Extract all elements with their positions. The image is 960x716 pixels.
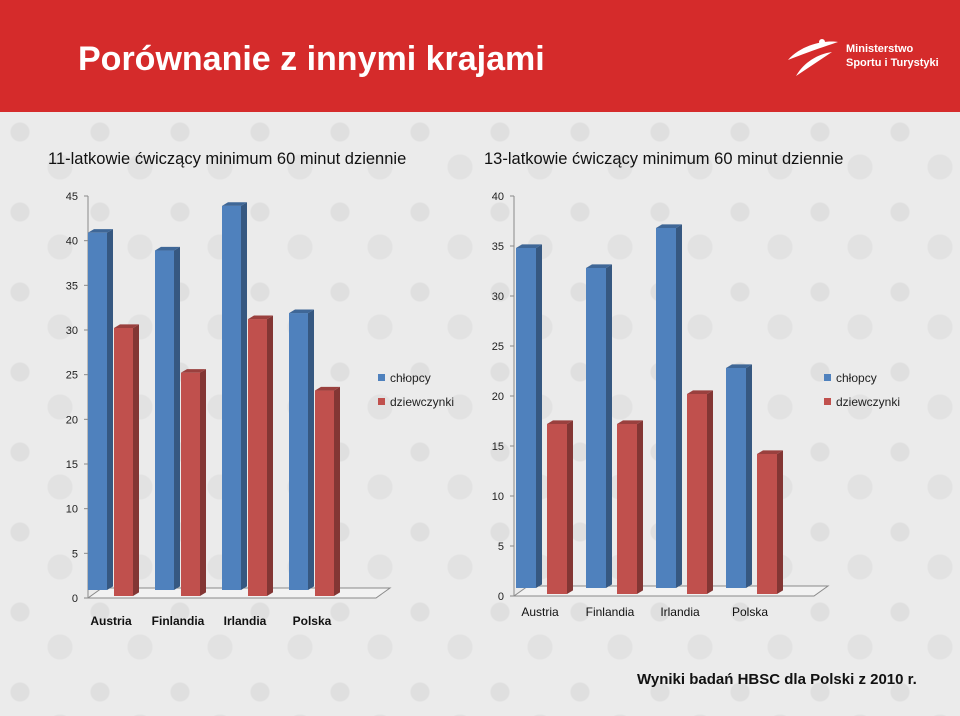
bar-boys-irlandia	[222, 202, 247, 590]
y-tick-label: 5	[498, 541, 504, 553]
legend-swatch-girls	[824, 398, 831, 405]
y-tick-label: 35	[66, 280, 78, 292]
bar-boys-austria	[516, 244, 542, 588]
chart-title-13: 13-latkowie ćwiczący minimum 60 minut dz…	[484, 150, 844, 168]
x-category-label: Austria	[521, 605, 559, 619]
bar-boys-irlandia	[656, 224, 682, 588]
y-tick-label: 5	[72, 548, 78, 560]
y-tick-label: 45	[66, 191, 78, 203]
y-tick-label: 15	[492, 441, 504, 453]
chart-svg: 0 5 10 15 20 25 30 35 40 Austria Finlandia Irlandia…	[492, 191, 900, 619]
legend-swatch-boys	[378, 374, 385, 381]
page-title: Porównanie z innymi krajami	[78, 40, 545, 78]
chart-floor	[86, 587, 392, 599]
logo-text-line1: Ministerstwo	[846, 43, 914, 55]
bar-girls-irlandia	[248, 315, 273, 596]
bar-girls-austria	[547, 420, 573, 594]
y-tick-label: 30	[492, 291, 504, 303]
x-category-label: Irlandia	[660, 605, 700, 619]
y-tick-label: 15	[66, 459, 78, 471]
bar-boys-finlandia	[586, 264, 612, 588]
y-tick-label: 25	[66, 370, 78, 382]
y-tick-label: 40	[66, 236, 78, 248]
x-category-label: Finlandia	[586, 605, 635, 619]
bar-boys-finlandia	[155, 246, 180, 590]
x-category-label: Polska	[293, 614, 332, 628]
y-tick-label: 30	[66, 325, 78, 337]
bar-girls-polska	[757, 450, 783, 594]
bar-girls-finlandia	[181, 369, 206, 596]
legend-label-boys: chłopcy	[836, 371, 877, 385]
y-tick-label: 10	[66, 504, 78, 516]
x-category-label: Irlandia	[224, 614, 267, 628]
chart-floor	[512, 585, 830, 597]
header-bar: Porównanie z innymi krajami Ministerstwo…	[0, 0, 960, 112]
bar-girls-finlandia	[617, 420, 643, 594]
legend-label-girls: dziewczynki	[390, 395, 454, 409]
bar-boys-polska	[289, 309, 314, 590]
x-category-label: Austria	[90, 614, 132, 628]
chart-11-year-olds: 11-latkowie ćwiczący minimum 60 minut dz…	[48, 150, 478, 640]
x-category-label: Finlandia	[152, 614, 205, 628]
x-category-label: Polska	[732, 605, 768, 619]
y-tick-label: 10	[492, 491, 504, 503]
legend-swatch-girls	[378, 398, 385, 405]
y-tick-label: 25	[492, 341, 504, 353]
legend-label-boys: chłopcy	[390, 371, 431, 385]
y-tick-label: 20	[492, 391, 504, 403]
bar-boys-austria	[88, 229, 113, 591]
chart-title-11: 11-latkowie ćwiczący minimum 60 minut dz…	[48, 150, 407, 168]
logo-text-line2: Sportu i Turystyki	[846, 57, 939, 69]
ministry-logo-mark-icon	[788, 39, 838, 76]
y-tick-label: 40	[492, 191, 504, 203]
bar-girls-austria	[114, 324, 139, 596]
bar-boys-polska	[726, 364, 752, 588]
bar-girls-polska	[315, 386, 340, 596]
chart-svg: 0 5 10 15 20 25 30 35 40 45 Austria Finlandia Irland…	[66, 191, 454, 628]
ministry-logo: Ministerstwo Sportu i Turystyki	[782, 36, 952, 80]
bar-girls-irlandia	[687, 390, 713, 594]
legend-swatch-boys	[824, 374, 831, 381]
y-tick-label: 0	[72, 593, 78, 605]
y-tick-label: 0	[498, 591, 504, 603]
y-tick-label: 35	[492, 241, 504, 253]
y-tick-label: 20	[66, 414, 78, 426]
chart-13-year-olds: 13-latkowie ćwiczący minimum 60 minut dz…	[484, 150, 954, 640]
footer-source-note: Wyniki badań HBSC dla Polski z 2010 r.	[637, 671, 917, 688]
legend-label-girls: dziewczynki	[836, 395, 900, 409]
